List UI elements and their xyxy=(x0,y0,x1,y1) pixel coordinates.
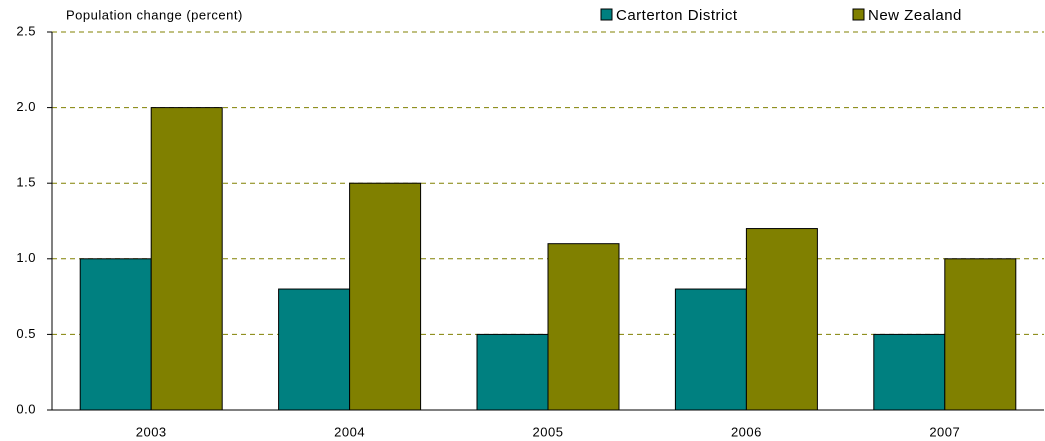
y-tick-label: 1.0 xyxy=(16,250,36,265)
legend-label: Carterton District xyxy=(616,7,738,24)
legend-label: New Zealand xyxy=(868,7,962,24)
y-tick-label: 2.0 xyxy=(16,99,36,114)
bar xyxy=(79,258,152,411)
x-tick-label: 2003 xyxy=(136,424,167,439)
bar xyxy=(349,182,422,411)
y-tick-label: 0.5 xyxy=(16,326,36,341)
bar xyxy=(150,107,223,411)
y-axis-label: Population change (percent) xyxy=(66,7,243,22)
bar xyxy=(547,243,620,411)
x-tick-label: 2006 xyxy=(731,424,762,439)
y-tick-label: 1.5 xyxy=(16,175,36,190)
x-tick-label: 2004 xyxy=(334,424,365,439)
bar xyxy=(745,228,818,411)
bar xyxy=(873,333,946,411)
bar xyxy=(944,258,1017,411)
x-tick-label: 2005 xyxy=(533,424,564,439)
legend-swatch xyxy=(852,8,865,21)
bar xyxy=(476,333,549,411)
y-tick-label: 0.0 xyxy=(16,401,36,416)
bar xyxy=(278,288,351,411)
bar xyxy=(674,288,747,411)
legend-swatch xyxy=(600,8,613,21)
y-tick-label: 2.5 xyxy=(16,23,36,38)
x-tick-label: 2007 xyxy=(929,424,960,439)
